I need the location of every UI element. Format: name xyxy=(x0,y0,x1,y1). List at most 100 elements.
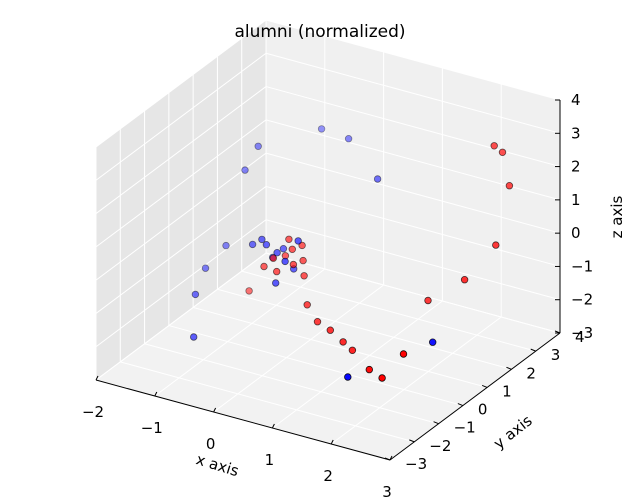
x-tick xyxy=(271,423,275,429)
red-point xyxy=(424,296,432,305)
z-tick-label: 3 xyxy=(571,124,581,142)
y-tick-label: 0 xyxy=(478,401,488,419)
y-tick xyxy=(481,384,488,388)
red-point xyxy=(299,256,307,265)
grid-line-z xyxy=(95,86,267,214)
blue-point xyxy=(191,290,200,299)
red-point xyxy=(326,326,334,334)
grid-line-y xyxy=(168,325,463,407)
x-tick-label: 1 xyxy=(265,451,275,469)
chart-title: alumni (normalized) xyxy=(234,22,406,42)
x-tick-label: −1 xyxy=(141,419,163,437)
z-tick-label: 1 xyxy=(571,191,581,209)
z-tick-label: −3 xyxy=(571,324,593,342)
blue-point xyxy=(273,248,281,257)
grid-line-y xyxy=(217,288,512,370)
y-tick xyxy=(433,421,439,425)
grid-line-z xyxy=(265,52,561,134)
scatter-points xyxy=(189,125,514,382)
z-axis-label: z axis xyxy=(608,195,626,238)
grid-line-z xyxy=(265,86,561,168)
axis-panes xyxy=(96,20,560,460)
red-point xyxy=(303,301,311,309)
grid-line-x xyxy=(330,316,502,445)
red-point xyxy=(348,346,357,354)
grid-line-y xyxy=(120,361,415,443)
blue-point xyxy=(429,338,437,346)
y-tick-label: −1 xyxy=(454,419,476,437)
grid-line-z xyxy=(95,119,267,248)
back-pane xyxy=(266,20,560,333)
blue-point xyxy=(281,257,289,266)
x-tick-label: 2 xyxy=(323,467,333,485)
grid-line-z xyxy=(95,152,267,281)
blue-point xyxy=(258,235,266,244)
red-point xyxy=(288,245,296,253)
red-point xyxy=(460,276,469,284)
red-point xyxy=(505,181,514,190)
y-tick-label: 4 xyxy=(575,328,585,346)
red-point xyxy=(365,365,373,374)
red-point xyxy=(492,241,500,249)
blue-point xyxy=(254,142,262,150)
blue-point xyxy=(279,244,288,253)
grid-line-x xyxy=(272,300,443,429)
red-point xyxy=(245,287,253,295)
x-tick xyxy=(213,407,217,413)
grid-line-z xyxy=(265,152,561,234)
red-point xyxy=(269,254,277,262)
y-tick xyxy=(506,366,512,370)
floor-pane xyxy=(96,253,560,460)
y-tick xyxy=(384,457,391,461)
red-point xyxy=(273,267,281,276)
grid-line-z xyxy=(95,186,267,314)
y-tick-label: −3 xyxy=(405,455,427,473)
grid-line-z xyxy=(265,252,561,334)
blue-point xyxy=(344,134,353,143)
x-axis-line xyxy=(95,379,391,461)
y-tick xyxy=(457,403,464,407)
grid-line-z xyxy=(265,19,561,101)
grid-line-x xyxy=(213,284,384,413)
x-tick xyxy=(95,375,99,381)
grid-line-z xyxy=(95,52,267,181)
z-tick-label: 4 xyxy=(571,91,581,109)
grid-line-z xyxy=(95,19,267,148)
x-tick xyxy=(154,391,158,397)
x-tick-label: 3 xyxy=(382,483,392,500)
y-tick xyxy=(409,439,415,443)
blue-point xyxy=(272,279,280,287)
red-point xyxy=(399,350,408,358)
y-axis-line xyxy=(389,332,561,461)
blue-point xyxy=(294,237,302,245)
blue-point xyxy=(201,264,210,272)
y-axis-label: y axis xyxy=(490,411,536,452)
blue-point xyxy=(373,175,382,183)
blue-point xyxy=(344,373,352,381)
z-tick-label: 2 xyxy=(571,158,581,176)
red-point xyxy=(339,338,347,346)
grid-line-x xyxy=(154,268,326,397)
y-tick-label: 2 xyxy=(526,364,536,382)
z-tick-label: −2 xyxy=(571,291,593,309)
red-point xyxy=(498,148,507,156)
x-axis-label: x axis xyxy=(194,450,241,480)
blue-point xyxy=(248,240,257,249)
grid-line-y xyxy=(241,270,536,352)
grid-line-z xyxy=(265,185,561,267)
grid-line-z xyxy=(265,219,561,301)
red-point xyxy=(490,142,498,150)
red-point xyxy=(289,260,298,269)
z-tick-label: −1 xyxy=(571,257,593,275)
red-point xyxy=(378,374,386,382)
axis-lines xyxy=(95,100,561,461)
blue-point xyxy=(317,125,326,133)
tick-marks xyxy=(95,99,561,461)
grid-lines xyxy=(95,19,561,461)
x-tick-label: 0 xyxy=(206,435,216,453)
grid-line-y xyxy=(144,343,439,425)
y-tick-label: 3 xyxy=(551,346,561,364)
x-tick xyxy=(389,455,393,461)
